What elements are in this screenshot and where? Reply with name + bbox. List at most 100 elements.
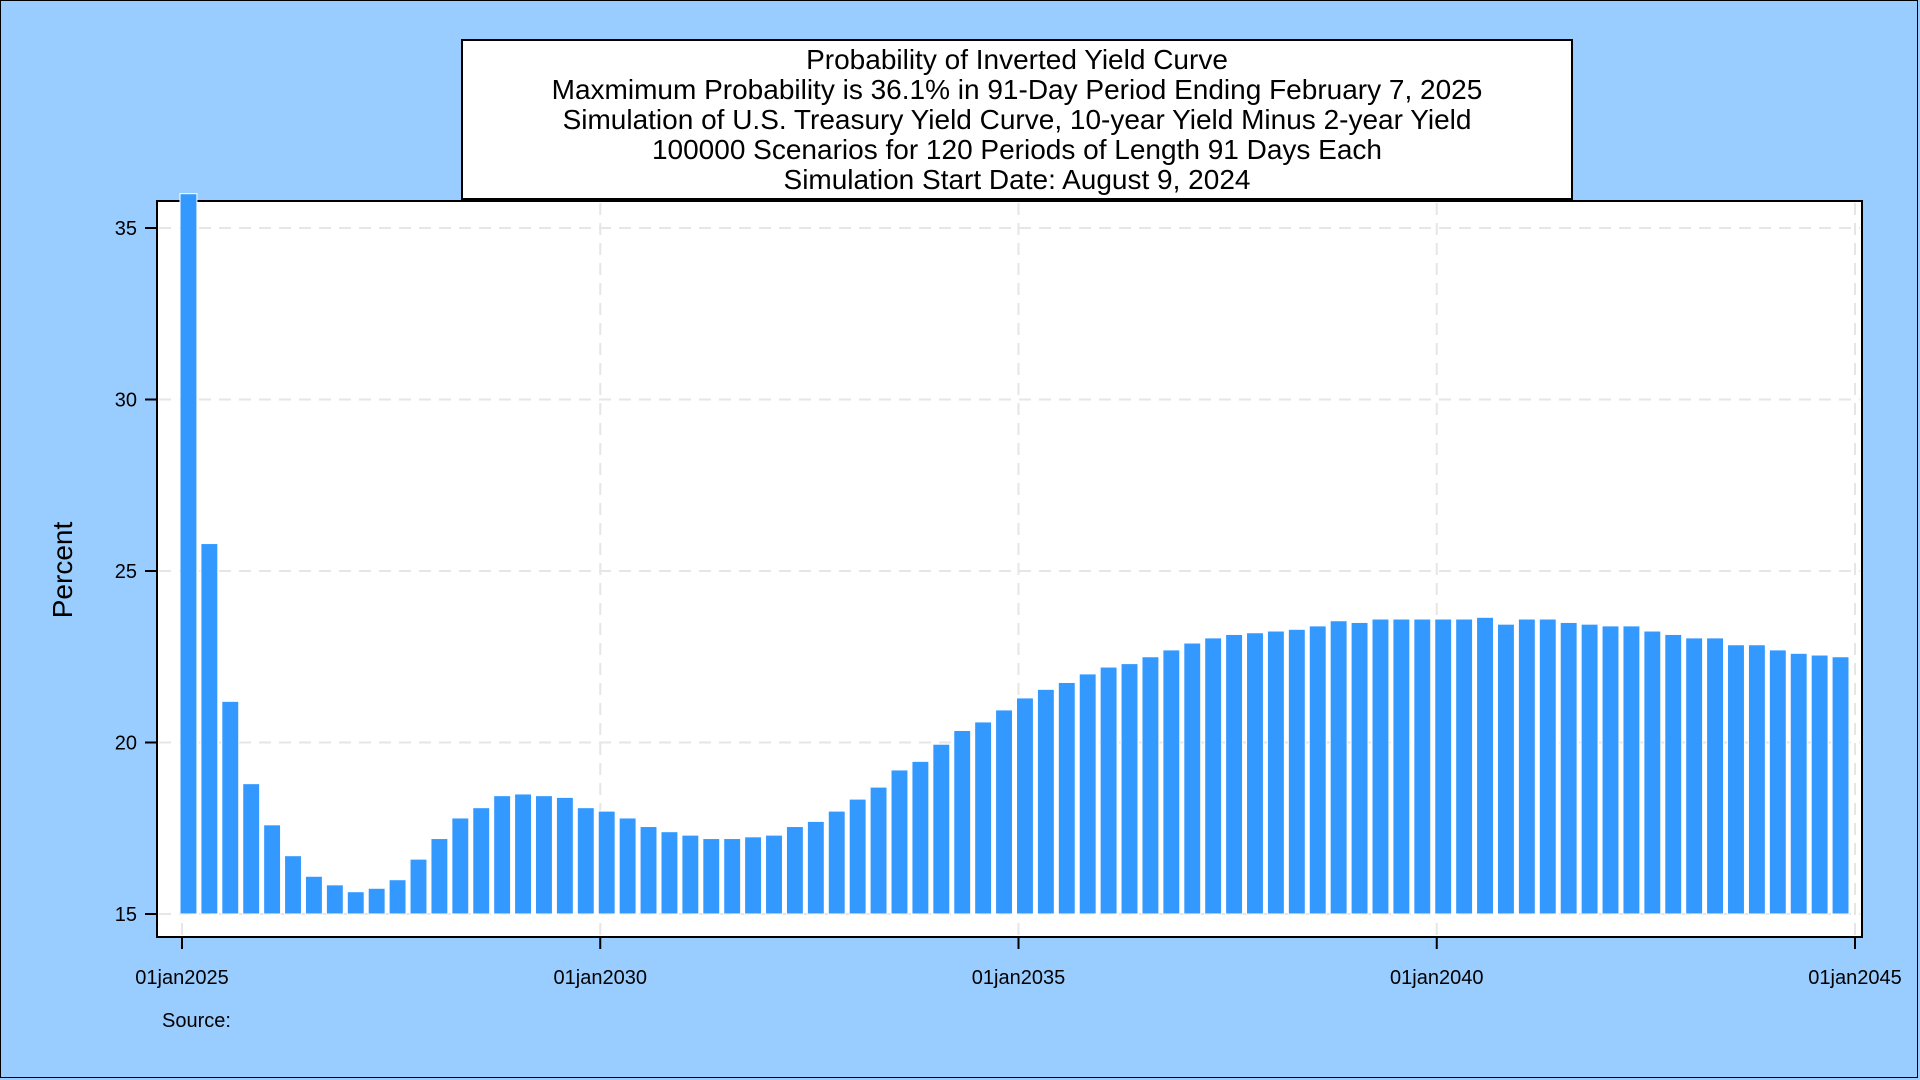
bar	[890, 769, 909, 915]
chart-subtitle-scenarios: 100000 Scenarios for 120 Periods of Leng…	[651, 134, 1383, 165]
source-note: Source:	[162, 1010, 231, 1032]
bar	[1078, 673, 1097, 915]
bar	[535, 795, 553, 915]
bar	[1434, 618, 1453, 915]
bar	[639, 826, 658, 915]
bar	[1476, 616, 1494, 915]
bar	[1538, 618, 1557, 915]
bar	[430, 838, 449, 915]
bar	[1517, 618, 1536, 915]
bar	[911, 760, 930, 915]
bar	[221, 700, 240, 915]
y-tick-label: 35	[115, 218, 137, 240]
bar	[1266, 630, 1285, 915]
bar	[284, 855, 302, 915]
x-tick-label: 01jan2035	[972, 967, 1065, 989]
chart-subtitle-max-probability: Maxmimum Probability is 36.1% in 91-Day …	[551, 74, 1483, 105]
bar	[1120, 663, 1139, 915]
bar	[1016, 697, 1034, 915]
bar	[555, 796, 574, 915]
bar	[1643, 630, 1662, 915]
bar	[179, 193, 198, 915]
chart-subtitle-simulation: Simulation of U.S. Treasury Yield Curve,…	[562, 104, 1472, 135]
bar	[995, 709, 1014, 915]
bar	[806, 820, 825, 915]
bar	[1141, 656, 1160, 915]
bar	[1496, 623, 1515, 915]
x-tick-label: 01jan2030	[554, 967, 647, 989]
bar	[785, 826, 804, 915]
bar	[1810, 654, 1829, 915]
bar	[1350, 621, 1369, 915]
y-tick-label: 25	[115, 561, 137, 583]
bar	[765, 834, 783, 915]
bar	[1685, 637, 1704, 915]
bar	[1329, 620, 1348, 915]
y-tick-label: 30	[115, 390, 137, 412]
y-axis-label: Percent	[47, 522, 78, 619]
bar	[304, 875, 323, 915]
bar	[1768, 649, 1787, 915]
bar	[681, 834, 700, 915]
bar	[367, 887, 386, 915]
bar	[1831, 656, 1850, 915]
bar	[472, 807, 491, 915]
bar	[1622, 625, 1641, 915]
bar	[660, 831, 679, 915]
bar	[1183, 642, 1202, 915]
bar	[1706, 637, 1725, 915]
bar	[1287, 628, 1306, 915]
bar	[1225, 633, 1244, 915]
bar	[723, 838, 742, 915]
x-tick-label: 01jan2025	[135, 967, 228, 989]
bar	[388, 879, 407, 915]
bar	[702, 838, 721, 915]
bar	[744, 836, 763, 915]
bar	[932, 743, 951, 915]
chart-title: Probability of Inverted Yield Curve	[806, 44, 1228, 75]
bar	[1413, 618, 1432, 915]
bar	[1099, 666, 1118, 915]
bar	[1162, 649, 1181, 915]
axes: 15 20 25 30 35 01jan2025 01jan2030 01jan2035 01j…	[115, 218, 1902, 989]
bar	[1371, 618, 1390, 915]
bar	[953, 729, 972, 915]
bar	[242, 783, 261, 915]
bar	[1664, 633, 1683, 915]
bar	[974, 721, 993, 915]
bar	[1308, 625, 1327, 915]
bar	[409, 858, 428, 915]
bar	[1789, 652, 1808, 915]
bar	[200, 543, 219, 915]
bar	[1559, 621, 1578, 915]
bar	[618, 817, 637, 915]
bar	[1246, 632, 1264, 915]
bar	[1392, 618, 1411, 915]
bar	[1455, 618, 1474, 915]
bar	[1747, 644, 1766, 915]
bar	[1204, 637, 1223, 915]
bar	[869, 786, 888, 915]
bar	[493, 795, 512, 915]
bar	[263, 824, 282, 915]
y-tick-label: 15	[115, 904, 137, 926]
bar	[1601, 625, 1620, 915]
bar	[325, 884, 344, 915]
bar	[1057, 681, 1076, 915]
chart-subtitle-start-date: Simulation Start Date: August 9, 2024	[783, 164, 1251, 195]
bar	[597, 810, 616, 915]
x-tick-label: 01jan2045	[1808, 967, 1901, 989]
bar	[1036, 688, 1055, 915]
bar	[514, 793, 533, 915]
y-tick-label: 20	[115, 733, 137, 755]
chart-title-box: Probability of Inverted Yield Curve Maxm…	[461, 39, 1573, 200]
bar	[346, 891, 365, 915]
bar	[827, 810, 846, 915]
bar	[848, 798, 867, 915]
x-tick-label: 01jan2040	[1390, 967, 1483, 989]
bar	[1727, 644, 1745, 915]
bars	[179, 193, 1850, 915]
bar	[576, 807, 595, 915]
bar	[1580, 623, 1599, 915]
